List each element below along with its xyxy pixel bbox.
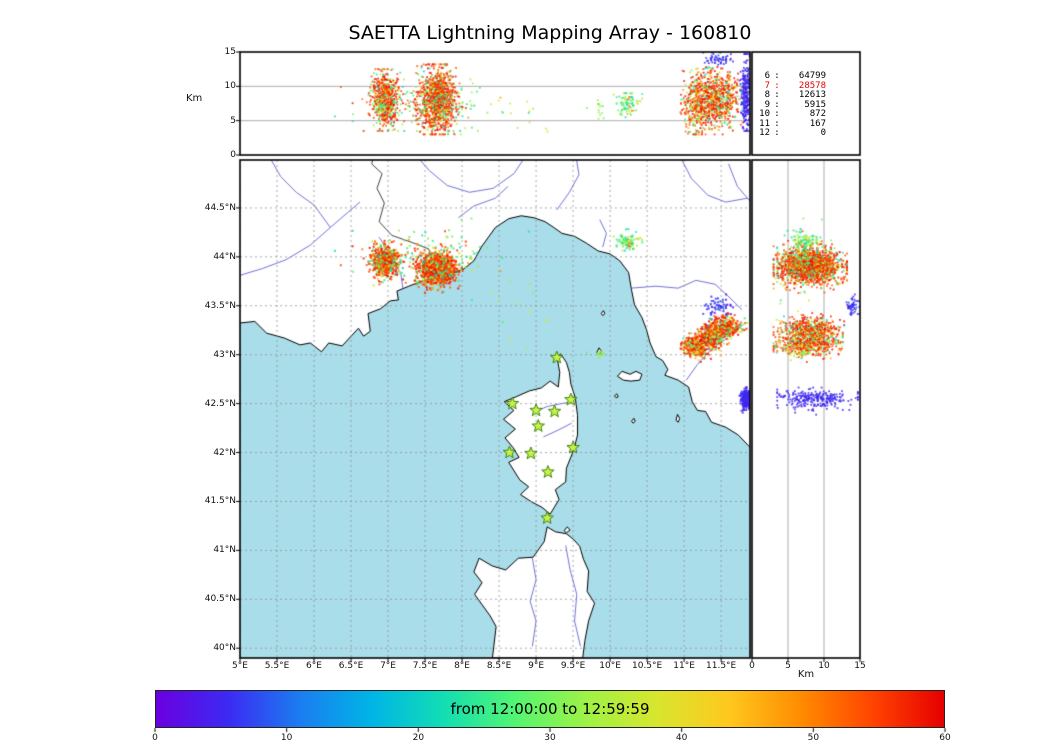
stats-row-colon: : [774, 118, 780, 129]
stats-row-value: 28578 [798, 80, 826, 91]
stats-row: 8: 12613 [754, 90, 854, 101]
stats-row-label: 6 [764, 71, 770, 81]
stats-row-label: 8 [764, 90, 770, 100]
stats-row: 12: 0 [754, 128, 854, 139]
stats-row-colon: : [774, 128, 780, 138]
altitude-axis-unit-label: Km [797, 669, 815, 680]
stats-row: 10: 872 [754, 109, 854, 120]
stats-row: 11: 167 [754, 118, 854, 130]
stats-row: 9: 5915 [754, 99, 854, 111]
stats-row-colon: : [774, 99, 780, 110]
altitude-axis-unit-label: Km [186, 93, 203, 104]
station-count-stats-panel: 6:64799 7:28578 8:12613 9:5915 10:872 11:167 1… [754, 71, 854, 139]
stats-row-label: 7 [764, 80, 770, 91]
stats-row-colon: : [774, 109, 780, 119]
stats-row-label: 10 [759, 109, 770, 119]
stats-row-value: 64799 [798, 71, 826, 81]
time-window-label: from 12:00:00 to 12:59:59 [450, 700, 650, 718]
stats-row-colon: : [774, 71, 780, 81]
stats-row-value: 5915 [804, 99, 826, 110]
figure-title: SAETTA Lightning Mapping Array - 160810 [348, 22, 752, 44]
stats-row-label: 9 [764, 99, 770, 110]
time-colorbar: from 12:00:00 to 12:59:59 [155, 690, 945, 728]
stats-row-label: 12 [759, 128, 770, 138]
stats-row-value: 0 [820, 128, 826, 138]
stats-row-value: 12613 [798, 90, 826, 100]
stats-row-label: 11 [759, 118, 770, 129]
stats-row: 7: 28578 [754, 80, 854, 92]
stats-row-colon: : [774, 80, 780, 91]
stats-row-value: 872 [809, 109, 826, 119]
stats-row-value: 167 [809, 118, 826, 129]
stats-row-colon: : [774, 90, 780, 100]
stats-row: 6: 64799 [754, 71, 854, 82]
